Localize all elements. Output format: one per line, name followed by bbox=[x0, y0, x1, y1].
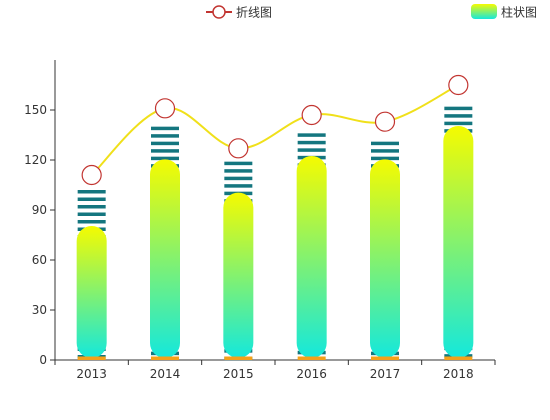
stripe bbox=[77, 212, 106, 216]
y-tick-label: 0 bbox=[39, 353, 47, 367]
stripe bbox=[297, 133, 326, 137]
x-tick-label: 2016 bbox=[296, 367, 327, 381]
legend-item-line[interactable]: 折线图 bbox=[206, 5, 272, 20]
x-tick-label: 2015 bbox=[223, 367, 254, 381]
gradient-bar[interactable] bbox=[150, 159, 180, 358]
y-tick-label: 120 bbox=[24, 153, 47, 167]
x-tick-label: 2018 bbox=[443, 367, 474, 381]
stripe bbox=[224, 176, 253, 181]
x-tick-label: 2017 bbox=[370, 367, 401, 381]
base-caps bbox=[77, 356, 473, 360]
line-point[interactable] bbox=[301, 104, 322, 126]
bar-base-cap bbox=[371, 356, 399, 360]
bar-base-cap bbox=[77, 356, 106, 360]
stripe bbox=[297, 148, 326, 152]
stripe bbox=[224, 169, 253, 173]
gradient-bar[interactable] bbox=[443, 126, 474, 358]
stripe bbox=[297, 140, 326, 145]
legend: 折线图 柱状图 bbox=[206, 4, 537, 20]
stripe bbox=[371, 141, 399, 146]
stripe bbox=[371, 149, 399, 153]
gradient-bar[interactable] bbox=[296, 156, 327, 358]
line-point[interactable] bbox=[81, 164, 102, 186]
stripe bbox=[444, 106, 473, 111]
gradient-bar[interactable] bbox=[370, 159, 400, 358]
line-point[interactable] bbox=[374, 111, 396, 132]
stripe bbox=[224, 161, 253, 166]
line-point[interactable] bbox=[448, 74, 469, 96]
stripe bbox=[77, 197, 106, 201]
stripe bbox=[77, 220, 106, 224]
y-tick-label: 150 bbox=[24, 103, 47, 117]
legend-item-bar[interactable]: 柱状图 bbox=[471, 4, 537, 20]
y-tick-label: 60 bbox=[32, 253, 47, 267]
legend-label-line: 折线图 bbox=[236, 5, 272, 20]
stripe bbox=[151, 134, 179, 138]
y-axis: 0 30 60 90 120 150 bbox=[24, 60, 56, 367]
y-tick-label: 90 bbox=[32, 203, 47, 217]
gradient-bars bbox=[76, 126, 474, 358]
stripe bbox=[77, 190, 106, 194]
legend-line-marker bbox=[212, 5, 226, 19]
line-point[interactable] bbox=[154, 98, 176, 119]
line-point[interactable] bbox=[228, 138, 249, 159]
stripe bbox=[224, 184, 253, 188]
bar-base-cap bbox=[151, 356, 179, 360]
x-axis: 2013 2014 2015 2016 2017 2018 bbox=[54, 359, 496, 381]
x-tick-label: 2014 bbox=[150, 367, 181, 381]
bar-base-cap bbox=[297, 356, 326, 360]
stripe bbox=[444, 114, 473, 118]
legend-label-bar: 柱状图 bbox=[501, 5, 537, 20]
striped-bars bbox=[77, 106, 473, 361]
stripe bbox=[77, 205, 106, 209]
stripe bbox=[151, 149, 179, 153]
stripe bbox=[151, 156, 179, 161]
gradient-bar[interactable] bbox=[76, 226, 107, 358]
stripe bbox=[444, 121, 473, 126]
bar-base-cap bbox=[444, 356, 473, 360]
bar-base-cap bbox=[224, 356, 253, 360]
gradient-bar[interactable] bbox=[223, 192, 254, 358]
x-tick-label: 2013 bbox=[76, 367, 107, 381]
line-path bbox=[90, 84, 459, 176]
y-tick-label: 30 bbox=[32, 303, 47, 317]
stripe bbox=[151, 141, 179, 146]
legend-bar-swatch bbox=[471, 4, 497, 19]
stripe bbox=[371, 156, 399, 161]
stripe bbox=[151, 126, 179, 131]
line-series bbox=[81, 74, 469, 186]
